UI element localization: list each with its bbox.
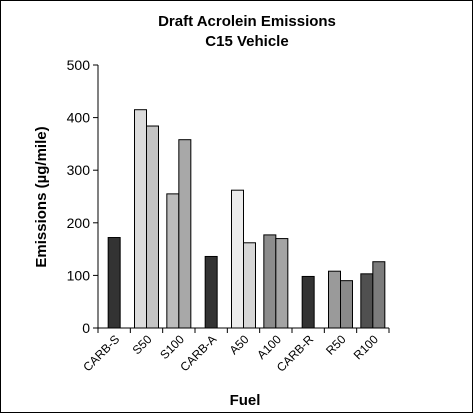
y-tick-label: 0: [82, 320, 90, 336]
bar-carb-r-1: [301, 275, 315, 329]
x-category-label: A100: [254, 332, 284, 362]
x-category-label: R100: [351, 332, 381, 362]
bar-carb-a-1: [204, 255, 218, 329]
x-category-label: CARB-R: [274, 332, 317, 375]
bar-s100-2: [178, 139, 192, 329]
bar-r100-2: [372, 261, 386, 329]
x-category-label: S50: [130, 332, 155, 357]
x-category-label: A50: [227, 332, 252, 357]
x-category-label: CARB-A: [177, 332, 219, 374]
y-tick-label: 100: [67, 267, 91, 283]
x-category-label: S100: [157, 332, 187, 362]
bar-s50-1: [134, 109, 147, 329]
bars: [107, 109, 386, 329]
bar-a50-1: [231, 189, 244, 329]
y-axis-label: Emissions (µg/mile): [33, 126, 50, 267]
x-category-label: CARB-S: [80, 332, 122, 374]
bar-r50-2: [340, 280, 353, 329]
bar-a100-1: [263, 234, 277, 329]
y-tick-label: 200: [67, 215, 91, 231]
y-ticks: 0 100 200 300 400 500: [67, 57, 98, 336]
x-axis-label: Fuel: [230, 392, 261, 409]
bar-r100-1: [360, 273, 374, 329]
bar-s50-2: [146, 125, 159, 329]
chart-subtitle: C15 Vehicle: [205, 33, 288, 50]
chart-title: Draft Acrolein Emissions: [158, 13, 336, 30]
bar-s100-1: [166, 193, 180, 329]
x-category-label: R50: [323, 332, 349, 358]
bar-a50-2: [243, 242, 256, 329]
bar-r50-1: [328, 270, 341, 329]
bar-a100-2: [275, 238, 289, 329]
y-tick-label: 300: [67, 162, 91, 178]
y-tick-label: 400: [67, 110, 91, 126]
bar-carb-s-1: [107, 237, 121, 329]
y-tick-label: 500: [67, 57, 91, 73]
